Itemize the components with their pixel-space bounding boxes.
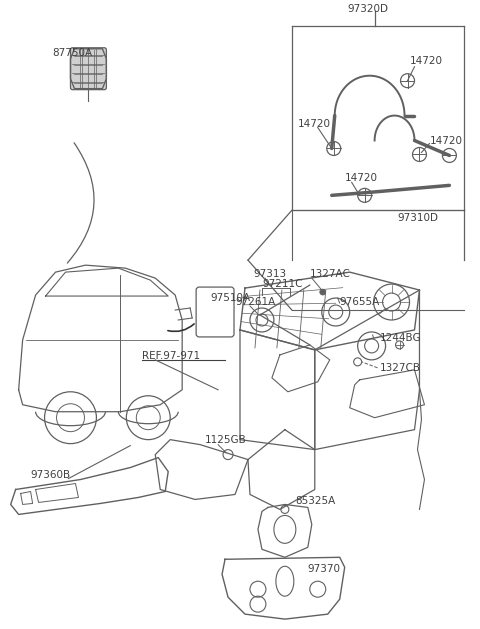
Text: 85325A: 85325A [295, 496, 335, 506]
Text: 97261A: 97261A [235, 297, 275, 307]
Text: 1125GB: 1125GB [205, 435, 247, 445]
Text: 14720: 14720 [345, 174, 378, 184]
Text: 97313: 97313 [253, 269, 286, 279]
Text: 97360B: 97360B [31, 469, 71, 479]
Text: 14720: 14720 [298, 118, 331, 128]
Text: 14720: 14720 [430, 135, 462, 145]
FancyBboxPatch shape [196, 287, 234, 337]
Text: 97655A: 97655A [340, 297, 380, 307]
Text: 97211C: 97211C [262, 279, 302, 289]
Text: REF.97-971: REF.97-971 [142, 351, 201, 361]
Text: 14720: 14720 [409, 56, 443, 66]
Text: 1327AC: 1327AC [310, 269, 351, 279]
Text: 97370: 97370 [308, 564, 341, 574]
FancyBboxPatch shape [71, 48, 107, 90]
Circle shape [320, 289, 326, 295]
Text: 97510A: 97510A [210, 293, 250, 303]
Text: 1327CB: 1327CB [380, 363, 420, 373]
Text: 97310D: 97310D [397, 213, 439, 223]
Text: 97320D: 97320D [348, 4, 389, 14]
Text: 87750A: 87750A [52, 48, 93, 58]
Text: 1244BG: 1244BG [380, 333, 421, 343]
